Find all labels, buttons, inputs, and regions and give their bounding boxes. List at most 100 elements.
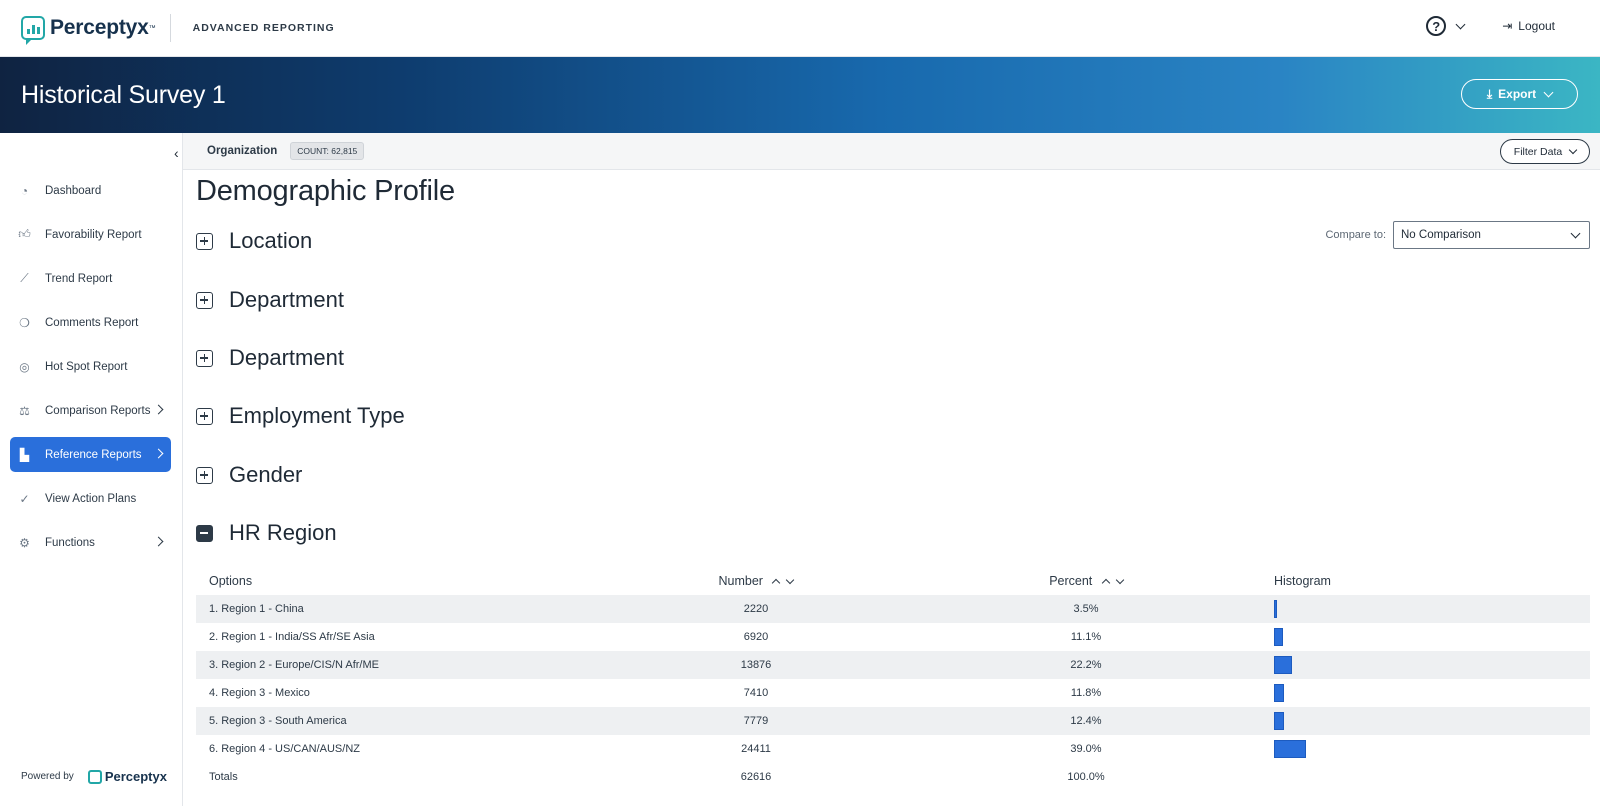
sidebar-item-hot-spot-report[interactable]: ◎ Hot Spot Report — [10, 349, 171, 384]
header-number-label: Number — [718, 574, 763, 588]
number-cell: 7410 — [743, 687, 769, 699]
sidebar-item-favorability-report[interactable]: 👍︎ Favorability Report — [10, 217, 171, 252]
section-title: Department — [229, 345, 344, 370]
compare-label: Compare to: — [1325, 229, 1386, 241]
expand-icon[interactable] — [196, 349, 213, 367]
header-histogram: Histogram — [1274, 574, 1331, 588]
histogram-bar — [1274, 600, 1277, 618]
sort-percent-controls — [1101, 575, 1125, 588]
section-department[interactable]: Department — [196, 345, 344, 371]
sidebar-item-label: Hot Spot Report — [45, 360, 128, 373]
logout-icon: ⇥ — [1502, 19, 1513, 33]
organization-bar: Organization COUNT: 62,815 Filter Data — [183, 133, 1600, 170]
sidebar-item-label: Dashboard — [45, 184, 102, 197]
section-title: Gender — [229, 462, 303, 487]
sidebar-item-reference-reports[interactable]: ▙ Reference Reports — [10, 437, 171, 472]
top-bar: Perceptyx ™ ADVANCED REPORTING ? ⇥ Logou… — [0, 0, 1600, 57]
table-row: 6. Region 4 - US/CAN/AUS/NZ 24411 39.0% — [196, 735, 1590, 763]
option-cell: 1. Region 1 - China — [209, 603, 304, 615]
option-cell: 4. Region 3 - Mexico — [209, 687, 310, 699]
sidebar-item-dashboard[interactable]: ◔ Dashboard — [10, 173, 171, 208]
sidebar-item-label: Functions — [45, 536, 95, 549]
table-row: 2. Region 1 - India/SS Afr/SE Asia 6920 11… — [196, 623, 1590, 651]
histogram-bar — [1274, 656, 1293, 674]
perceptyx-logo[interactable]: Perceptyx ™ — [21, 16, 156, 45]
export-button[interactable]: ⤓ Export — [1461, 79, 1578, 109]
chevron-down-icon — [1568, 145, 1578, 155]
main-content: Demographic Profile Compare to: No Compa… — [196, 170, 1590, 806]
sidebar-item-functions[interactable]: ⚙ Functions — [10, 525, 171, 560]
survey-banner: Historical Survey 1 ⤓ Export — [0, 57, 1600, 133]
sidebar-item-label: Comments Report — [45, 316, 139, 329]
perceptyx-logo-icon — [21, 16, 45, 45]
compare-select[interactable]: No Comparison — [1393, 221, 1590, 249]
sort-descending-icon[interactable] — [786, 575, 795, 585]
header-number: Number — [696, 574, 816, 588]
gear-icon: ⚙ — [19, 535, 30, 550]
number-cell: 13876 — [740, 659, 772, 671]
table-row: 1. Region 1 - China 2220 3.5% — [196, 595, 1590, 623]
section-title: Location — [229, 228, 313, 253]
logout-button[interactable]: ⇥ Logout — [1502, 19, 1555, 33]
filter-data-button[interactable]: Filter Data — [1500, 139, 1590, 164]
sidebar-item-view-action-plans[interactable]: ✓ View Action Plans — [10, 481, 171, 516]
app-subtitle: ADVANCED REPORTING — [192, 22, 335, 34]
percent-cell: 22.2% — [1070, 659, 1102, 671]
section-gender[interactable]: Gender — [196, 462, 302, 488]
number-cell: 2220 — [743, 603, 769, 615]
totals-number: 62616 — [740, 771, 772, 783]
thumbs-up-icon: 👍︎ — [18, 227, 31, 241]
section-title: Department — [229, 287, 344, 312]
sort-descending-icon[interactable] — [1115, 575, 1125, 585]
header-percent: Percent — [1026, 574, 1146, 588]
section-location[interactable]: Location — [196, 228, 312, 254]
sidebar-nav: ◔ Dashboard 👍︎ Favorability Report ⟋ Trend Re… — [10, 173, 171, 569]
comments-icon: ❍ — [19, 315, 30, 330]
organization-label[interactable]: Organization — [207, 145, 278, 157]
section-department[interactable]: Department — [196, 287, 344, 313]
bar-chart-icon: ▙ — [19, 447, 30, 462]
sort-number-controls — [772, 575, 795, 588]
sidebar-item-comments-report[interactable]: ❍ Comments Report — [10, 305, 171, 340]
number-cell: 24411 — [741, 743, 771, 755]
download-icon: ⤓ — [1486, 86, 1493, 101]
collapse-icon[interactable] — [196, 524, 213, 542]
help-icon: ? — [1426, 16, 1447, 36]
sidebar-item-comparison-reports[interactable]: ⚖ Comparison Reports — [10, 393, 171, 428]
powered-by: Powered by Perceptyx — [21, 769, 167, 784]
sidebar-item-trend-report[interactable]: ⟋ Trend Report — [10, 261, 171, 296]
histogram-cell — [1274, 656, 1474, 674]
sort-ascending-icon[interactable] — [1101, 578, 1111, 588]
percent-cell: 11.8% — [1070, 687, 1102, 699]
histogram-bar — [1274, 712, 1285, 730]
help-menu-button[interactable]: ? — [1426, 16, 1466, 36]
number-cell: 7779 — [743, 715, 769, 727]
histogram-cell — [1274, 628, 1474, 646]
sidebar-item-label: Comparison Reports — [45, 404, 151, 417]
filter-data-label: Filter Data — [1513, 145, 1563, 158]
expand-icon[interactable] — [196, 291, 213, 309]
survey-title: Historical Survey 1 — [21, 80, 226, 109]
chevron-down-icon — [1543, 87, 1554, 97]
collapse-sidebar-button[interactable]: ‹ — [174, 145, 179, 161]
count-badge: COUNT: 62,815 — [290, 142, 365, 160]
chevron-right-icon — [153, 448, 164, 459]
trend-line-icon: ⟋ — [20, 271, 29, 285]
percent-cell: 3.5% — [1073, 603, 1099, 615]
expand-icon[interactable] — [196, 466, 213, 484]
option-cell: 6. Region 4 - US/CAN/AUS/NZ — [209, 743, 360, 755]
sort-ascending-icon[interactable] — [772, 578, 781, 588]
header-options: Options — [209, 574, 253, 588]
section-employment-type[interactable]: Employment Type — [196, 403, 405, 429]
histogram-cell — [1274, 712, 1474, 730]
expand-icon[interactable] — [196, 232, 213, 250]
histogram-cell — [1274, 740, 1474, 758]
sidebar-item-label: View Action Plans — [45, 492, 137, 505]
hr-region-table: Options Number Percent Histogram 1. Regi… — [196, 567, 1590, 791]
expand-icon[interactable] — [196, 407, 213, 425]
page-title: Demographic Profile — [196, 175, 455, 207]
number-cell: 6920 — [743, 631, 769, 643]
percent-cell: 12.4% — [1070, 715, 1102, 727]
percent-cell: 39.0% — [1070, 743, 1102, 755]
section-hr-region[interactable]: HR Region — [196, 520, 337, 546]
